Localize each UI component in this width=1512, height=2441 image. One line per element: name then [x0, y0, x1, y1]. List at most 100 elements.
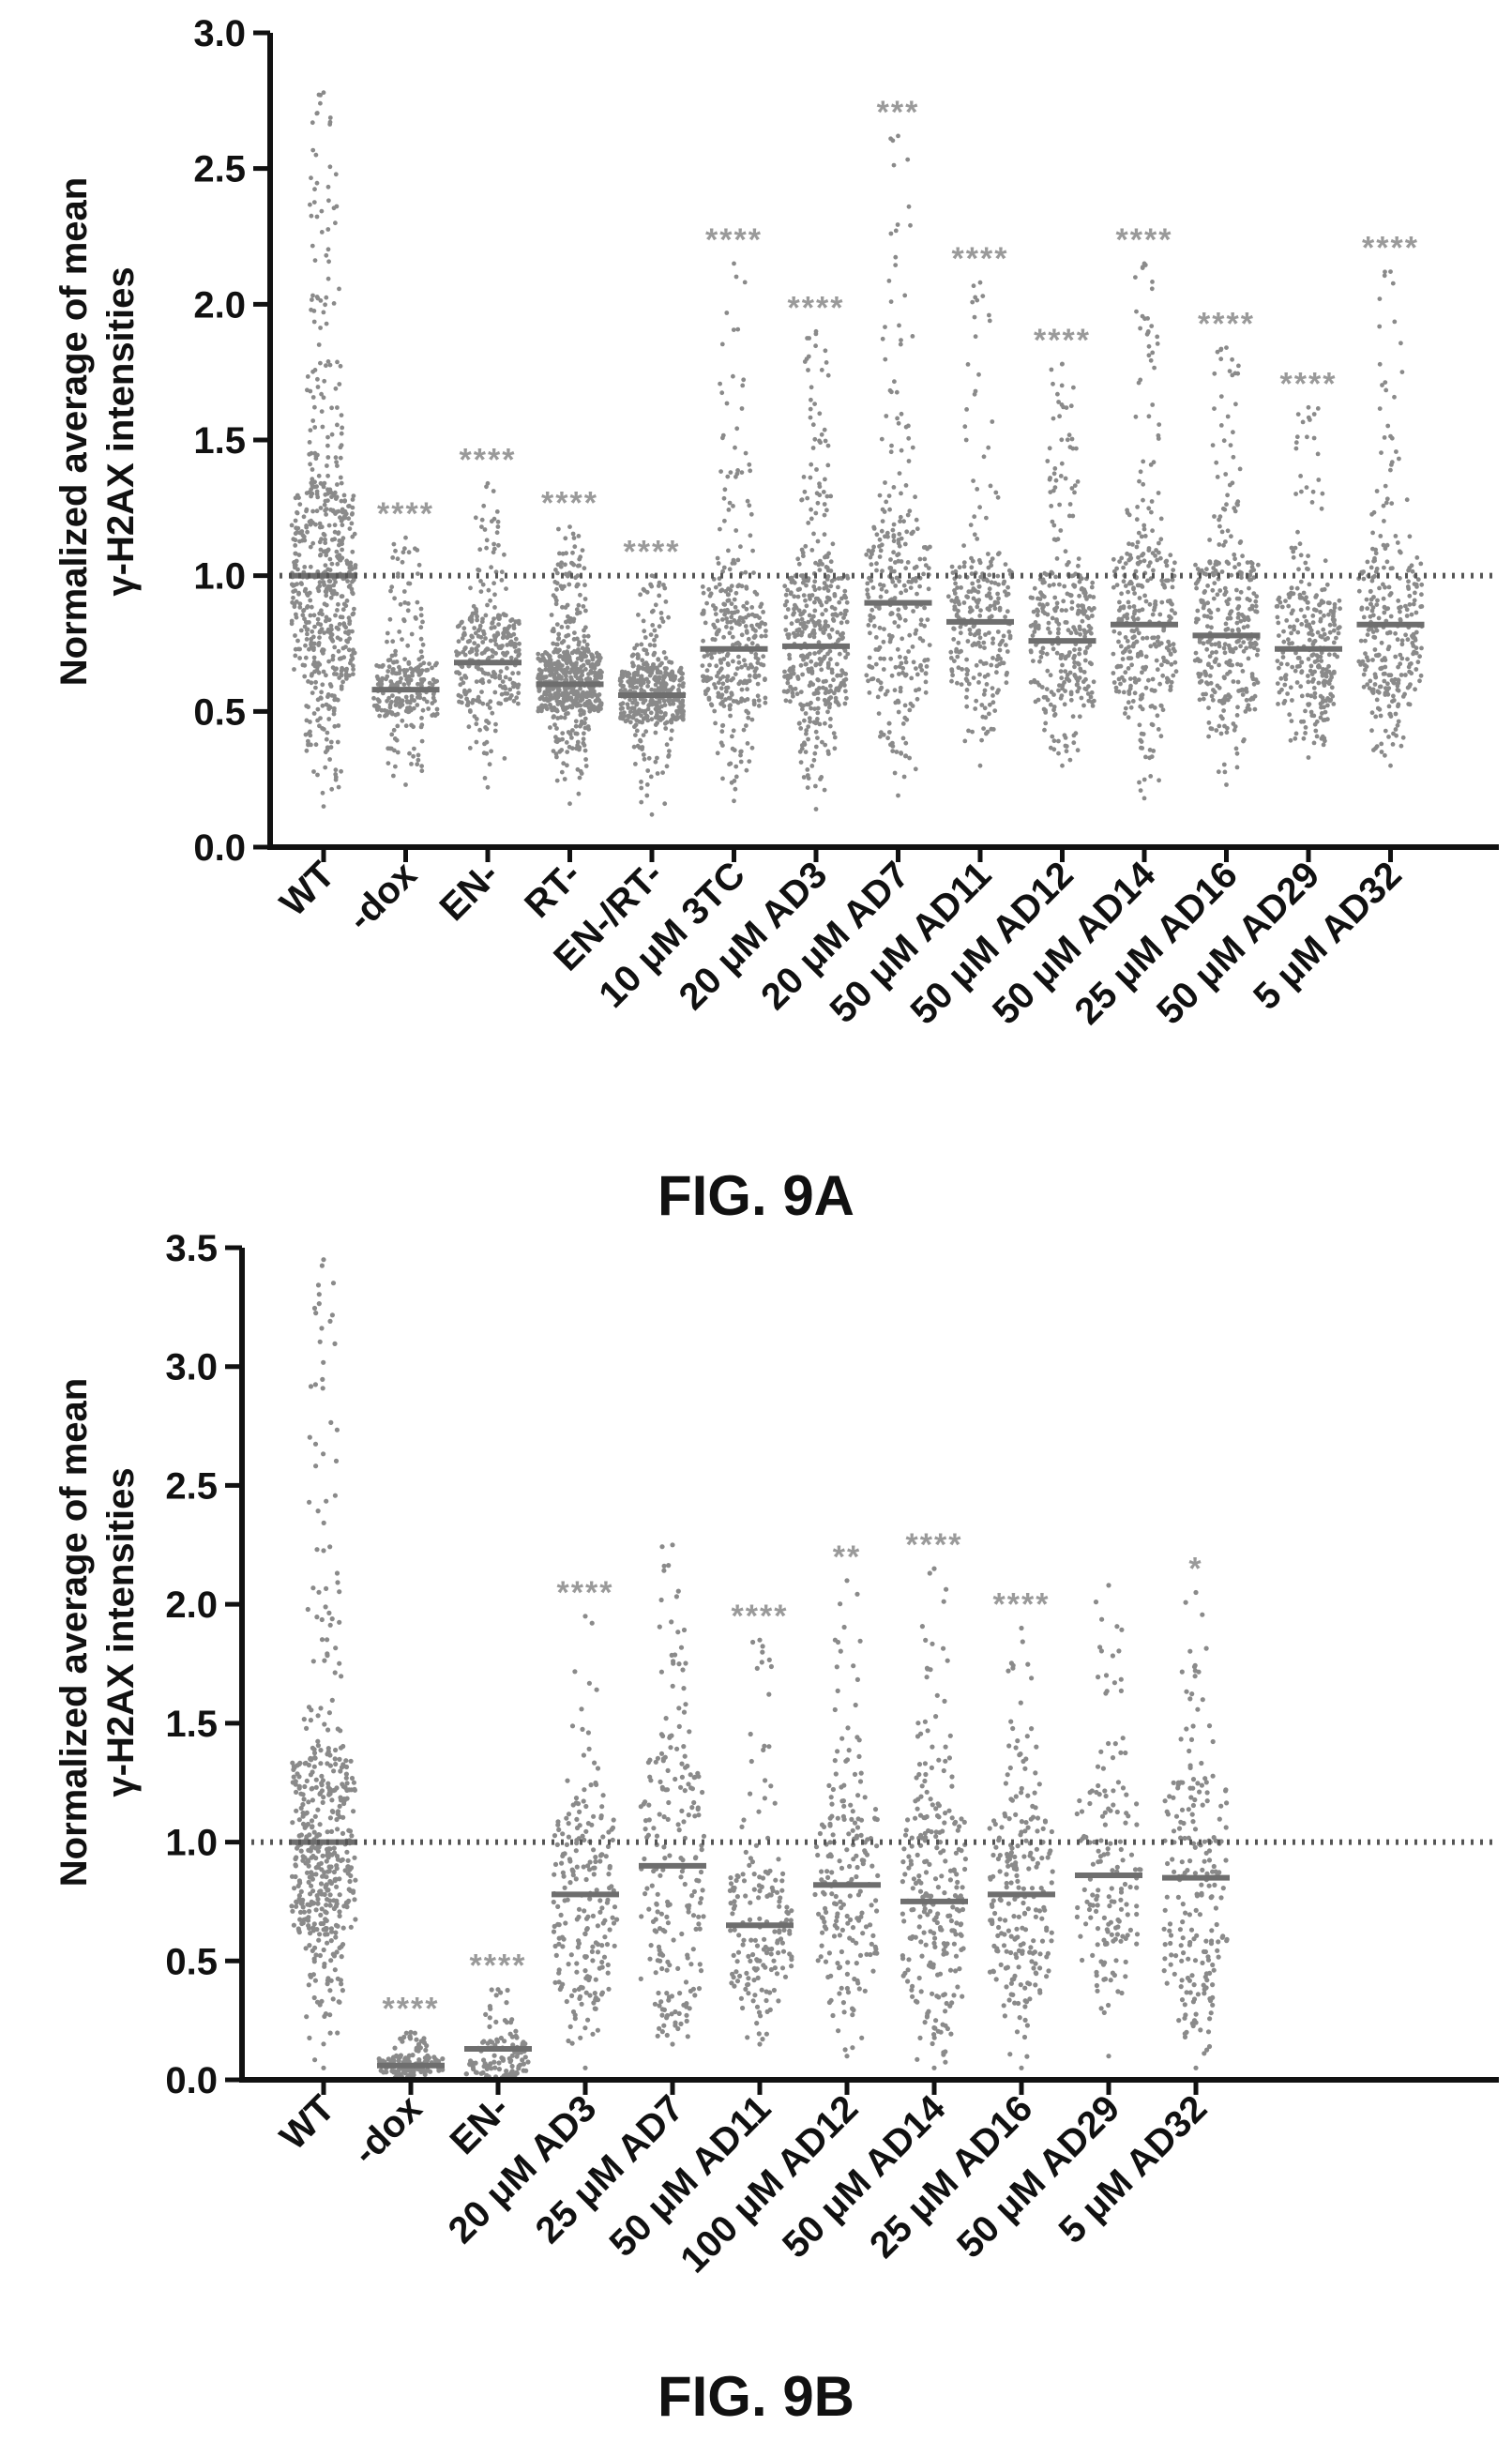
data-point	[333, 172, 339, 177]
data-point	[491, 616, 496, 621]
data-point	[761, 654, 766, 660]
data-point	[1079, 668, 1083, 674]
data-point	[1165, 599, 1171, 604]
data-point	[664, 764, 670, 769]
data-point	[895, 416, 900, 421]
data-point	[1039, 685, 1045, 690]
data-point	[335, 561, 340, 567]
data-point	[1066, 432, 1072, 438]
panel-9a: Normalized average of mean γ-H2AX intens…	[53, 13, 1499, 1227]
data-point	[295, 638, 300, 644]
data-point	[333, 455, 339, 461]
data-point	[755, 622, 760, 628]
data-point	[1404, 497, 1410, 503]
data-point	[839, 611, 843, 616]
data-point	[496, 622, 501, 627]
data-point	[339, 686, 344, 691]
data-point	[678, 665, 684, 671]
data-point	[1126, 700, 1131, 705]
data-point	[338, 363, 343, 369]
data-point	[312, 624, 317, 629]
data-point	[386, 669, 391, 674]
data-point	[292, 604, 297, 610]
data-point	[1322, 683, 1327, 688]
data-point	[567, 582, 572, 587]
data-point	[1077, 646, 1082, 652]
data-point	[322, 502, 327, 508]
data-point	[817, 619, 822, 624]
data-point	[954, 596, 960, 600]
data-point	[1361, 614, 1367, 620]
data-point	[1141, 636, 1145, 641]
data-point	[1314, 719, 1320, 724]
data-point	[563, 536, 568, 541]
data-point	[903, 740, 909, 746]
data-point	[811, 757, 817, 763]
data-point	[322, 630, 326, 635]
data-point	[982, 705, 988, 711]
data-point	[1125, 615, 1130, 621]
data-point	[649, 573, 655, 579]
data-point	[324, 363, 328, 369]
data-point	[1330, 693, 1336, 699]
data-point	[1322, 586, 1327, 592]
data-point	[894, 389, 900, 395]
data-point	[1118, 681, 1123, 687]
data-point	[1164, 563, 1170, 569]
data-point	[467, 638, 473, 644]
y-axis-label: Normalized average of mean γ-H2AX intens…	[53, 177, 142, 686]
data-point	[411, 667, 416, 673]
data-point	[1155, 713, 1160, 719]
data-point	[747, 678, 752, 684]
data-point	[877, 554, 883, 559]
data-point	[376, 698, 382, 704]
data-point	[804, 583, 809, 588]
data-point	[473, 630, 478, 636]
data-point	[976, 640, 981, 645]
data-point	[1309, 632, 1315, 637]
data-point	[1249, 561, 1255, 567]
data-point	[406, 681, 411, 687]
data-point	[324, 252, 329, 258]
data-point	[389, 710, 395, 716]
data-point	[1275, 681, 1280, 686]
data-point	[1080, 576, 1084, 582]
data-point	[959, 682, 964, 687]
data-point	[828, 493, 834, 499]
data-point	[1312, 690, 1318, 696]
data-point	[1156, 727, 1161, 732]
data-point	[333, 580, 338, 584]
data-point	[1052, 607, 1057, 612]
data-point	[971, 283, 976, 289]
data-point	[813, 783, 818, 789]
data-point	[645, 684, 650, 689]
data-point	[1320, 673, 1325, 678]
data-point	[662, 801, 668, 807]
data-point	[1306, 404, 1311, 410]
data-point	[643, 647, 649, 653]
data-point	[536, 708, 541, 714]
data-point	[319, 690, 324, 695]
data-point	[1072, 647, 1077, 652]
data-point	[639, 642, 644, 647]
data-point	[511, 631, 517, 637]
data-point	[320, 703, 325, 708]
data-point	[327, 629, 333, 634]
data-point	[1071, 625, 1076, 629]
data-point	[975, 604, 980, 610]
data-point	[865, 587, 869, 593]
data-point	[388, 746, 394, 751]
data-point	[974, 662, 979, 668]
data-point	[655, 677, 659, 683]
data-point	[842, 593, 847, 599]
data-point	[293, 543, 298, 548]
data-point	[817, 493, 823, 498]
data-point	[990, 693, 995, 698]
data-point	[1193, 581, 1199, 586]
data-point	[1141, 497, 1145, 503]
data-point	[312, 479, 317, 485]
data-point	[1227, 597, 1232, 602]
data-point	[1327, 698, 1333, 704]
data-point	[347, 526, 353, 531]
